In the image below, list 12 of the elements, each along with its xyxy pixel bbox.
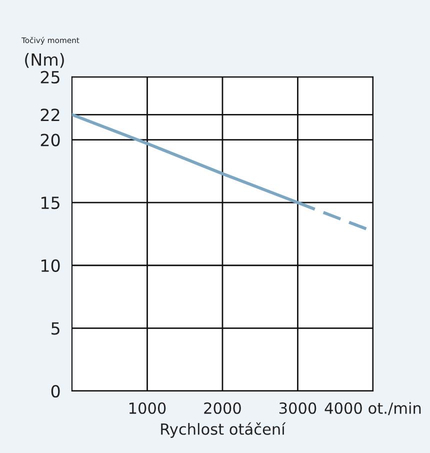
y-tick-label: 25 [40, 70, 60, 84]
y-tick-label: 0 [51, 384, 60, 398]
y-tick-label: 10 [41, 259, 60, 272]
y-tick-label: 5 [52, 322, 60, 335]
y-tick-label: 22 [40, 108, 60, 121]
x-axis-title: Rychlost otáčení [161, 422, 286, 438]
y-tick-label: 15 [41, 196, 60, 210]
x-tick-label: 2000 [204, 402, 241, 414]
y-tick-label: 20 [40, 134, 60, 146]
x-tick-label: 4000 ot./min [324, 402, 421, 416]
x-tick-label: 3000 [279, 402, 316, 414]
x-tick-label: 1000 [129, 402, 166, 414]
